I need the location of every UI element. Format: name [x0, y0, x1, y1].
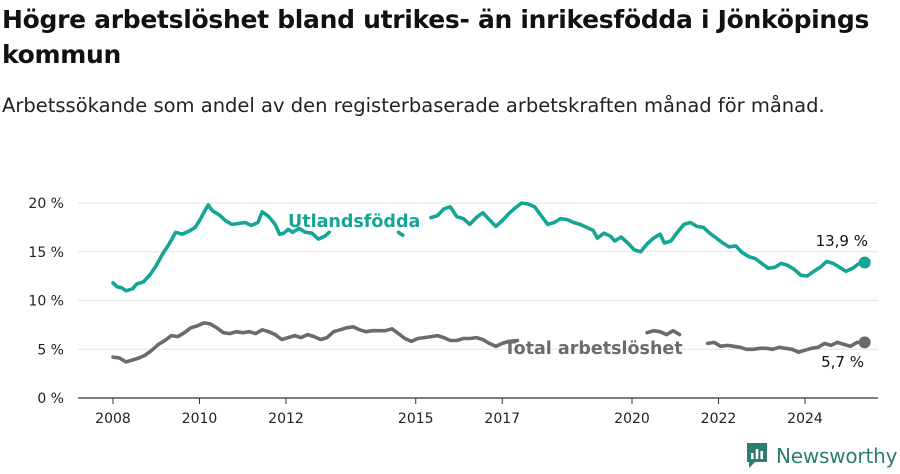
series-label-utlandsfodda: Utlandsfödda — [288, 212, 420, 232]
newsworthy-logo-icon — [747, 443, 767, 468]
x-tick-label: 2020 — [614, 411, 650, 427]
series-line-total — [705, 340, 867, 354]
y-tick-label: 15 % — [28, 245, 64, 261]
series-line-total — [111, 321, 520, 364]
x-tick-label: 2022 — [701, 411, 737, 427]
series-line-utlandsfodda — [111, 203, 332, 293]
x-tick-label: 2012 — [268, 411, 304, 427]
series-labels: Utlandsfödda Total arbetslöshet 13,9 % 5,7 … — [288, 212, 868, 371]
axes: 0 % 5 % 10 % 15 % 20 % 2008 2010 2012 2015 2017 20… — [28, 196, 878, 427]
brand-name: Newsworthy — [776, 444, 898, 468]
y-tick-label: 0 % — [37, 391, 64, 407]
x-tick-label: 2010 — [182, 411, 218, 427]
y-tick-label: 20 % — [28, 196, 64, 212]
x-tick-label: 2008 — [95, 411, 131, 427]
chart-subtitle: Arbetssökande som andel av den registerb… — [2, 94, 825, 117]
x-tick-label: 2024 — [787, 411, 823, 427]
series-lines — [111, 201, 871, 364]
series-end-dot — [858, 336, 871, 349]
series-line-total — [645, 328, 682, 337]
series-line-utlandsfodda — [396, 230, 405, 237]
x-tick-label: 2015 — [398, 411, 434, 427]
y-tick-label: 5 % — [37, 342, 64, 358]
end-value-label-utlandsfodda: 13,9 % — [816, 232, 868, 250]
chart-title: Högre arbetslöshet bland utrikes- än inr… — [2, 5, 870, 69]
x-tick-label: 2017 — [484, 411, 520, 427]
series-label-total: Total arbetslöshet — [504, 339, 683, 359]
y-tick-label: 10 % — [28, 294, 64, 310]
series-end-dot — [858, 256, 871, 269]
end-value-label-total: 5,7 % — [821, 353, 864, 371]
newsworthy-brand: Newsworthy — [745, 440, 897, 472]
series-line-utlandsfodda — [429, 201, 867, 278]
